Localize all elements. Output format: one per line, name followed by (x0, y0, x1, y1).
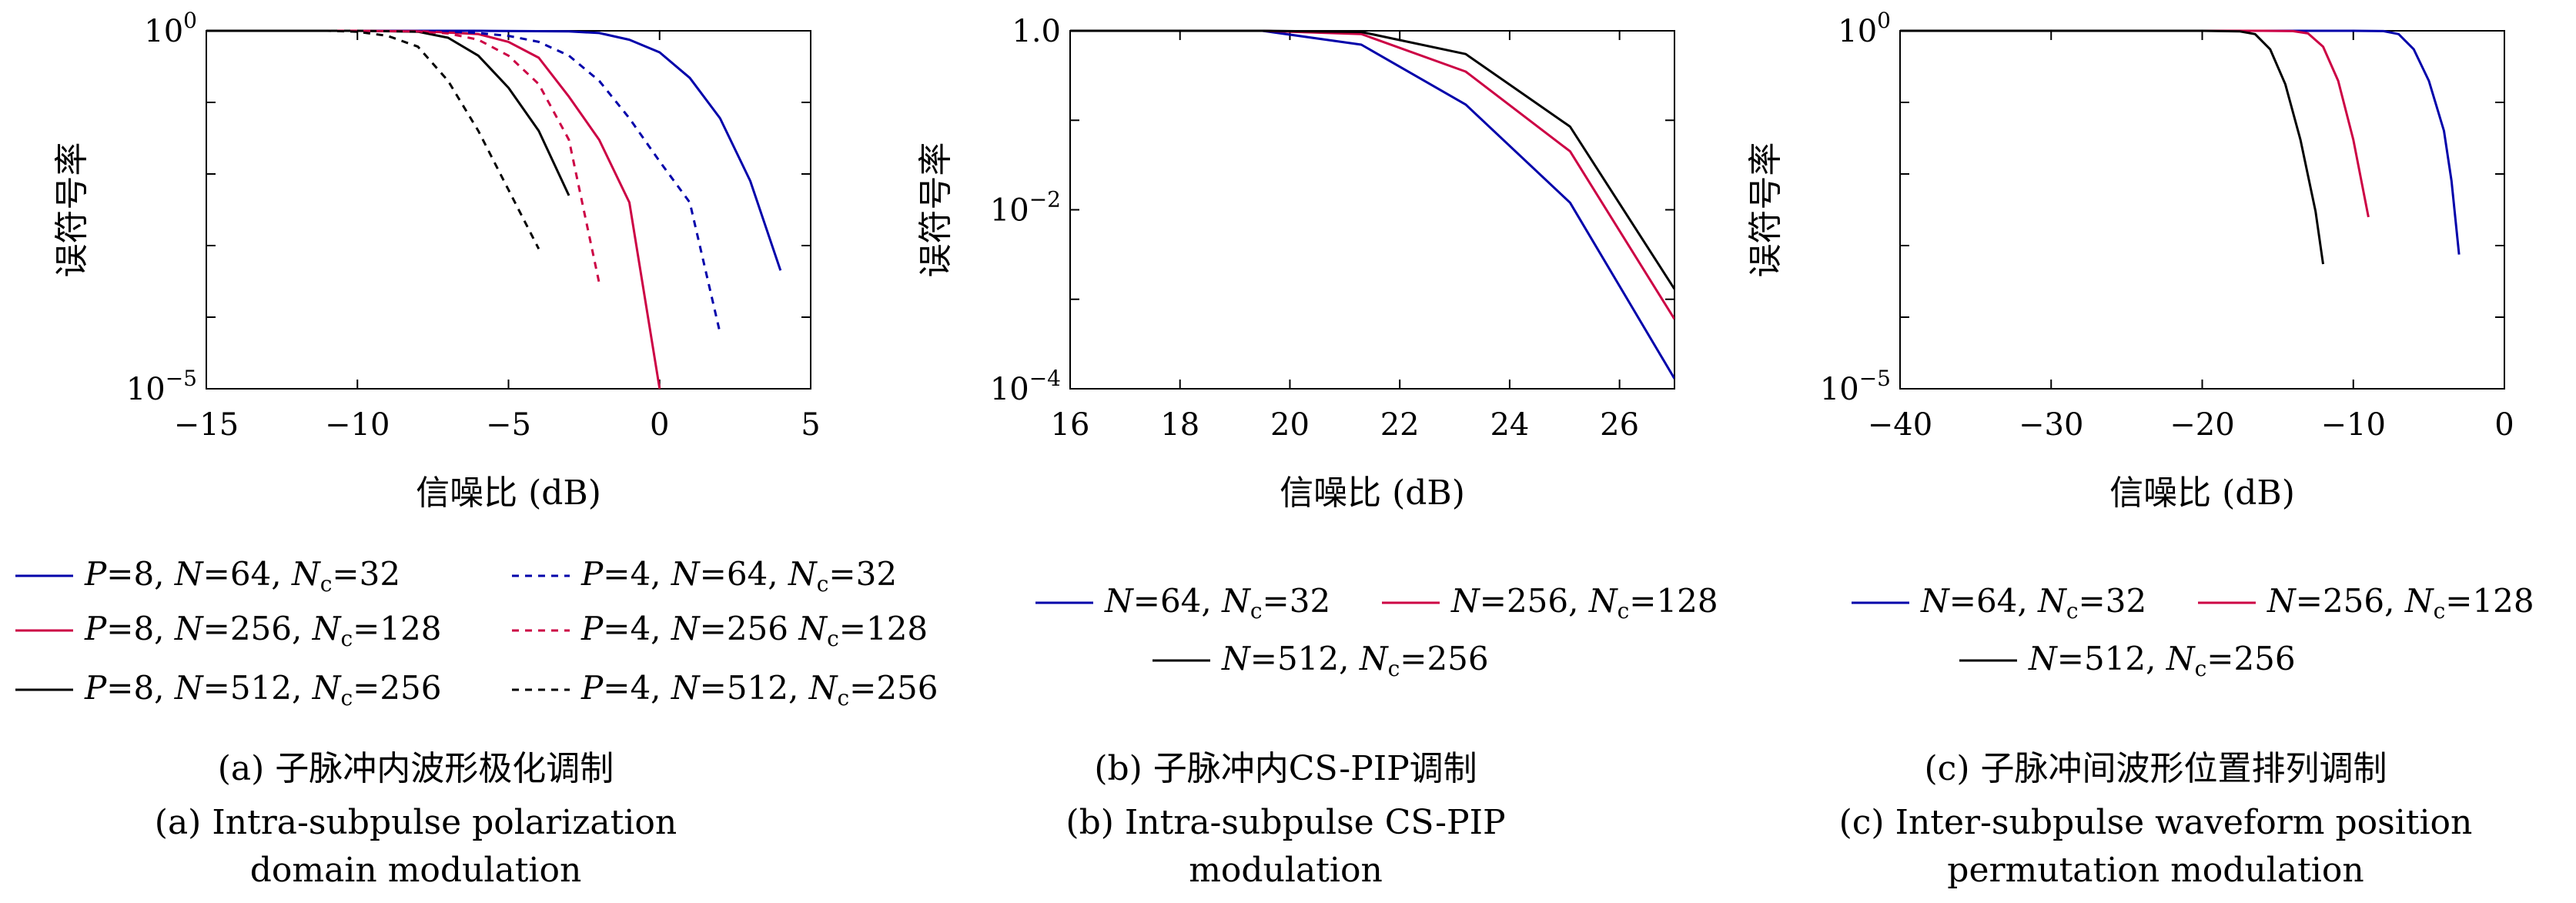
legend-label: P=4, N=256 Nc=128 (580, 610, 928, 651)
legend-label: N=256, Nc=128 (1450, 582, 1718, 624)
x-tick-label: −10 (2321, 407, 2386, 443)
legend-label: N=256, Nc=128 (2267, 582, 2534, 624)
x-tick-label: −30 (2019, 407, 2083, 443)
caption-en-line: (b) Intra-subpulse CS-PIP (1066, 803, 1505, 842)
legend-label: N=512, Nc=256 (2028, 640, 2296, 681)
x-tick-label: 16 (1051, 407, 1090, 443)
series-line-5 (206, 29, 601, 283)
plot-frame (206, 30, 811, 390)
y-axis-label: 误符号率 (916, 142, 955, 278)
legend-label: P=8, N=512, Nc=256 (84, 669, 442, 711)
chart-c: −40 −30 −20 −10 0 100 10−5 信噪比 (dB) 误符号率 N=64, Nc… (1746, 8, 2534, 890)
caption-cn: (c) 子脉冲间波形位置排列调制 (1925, 749, 2387, 788)
x-tick-label: 5 (801, 407, 820, 443)
caption-en-line: modulation (1189, 851, 1383, 890)
legend-label: P=4, N=64, Nc=32 (580, 555, 897, 597)
caption-cn: (b) 子脉冲内CS-PIP调制 (1094, 749, 1477, 788)
x-tick-label: −10 (325, 407, 390, 443)
legend-label: N=64, Nc=32 (1920, 582, 2146, 624)
caption-cn: (a) 子脉冲内波形极化调制 (218, 749, 614, 788)
x-axis-label: 信噪比 (dB) (1280, 473, 1465, 513)
legend-label: P=4, N=512, Nc=256 (580, 669, 938, 711)
x-axis-label: 信噪比 (dB) (2109, 473, 2295, 513)
x-tick-label: 24 (1490, 407, 1529, 443)
series-line-2 (206, 29, 661, 390)
series-line-3 (1900, 29, 2324, 265)
legend-label: P=8, N=256, Nc=128 (84, 610, 442, 651)
series-line-1 (206, 29, 782, 271)
y-tick-label: 10−5 (1820, 366, 1891, 407)
chart-b: 16 18 20 22 24 26 1.0 10−2 10−4 信噪比 (dB) 误符号率 N=64,… (916, 14, 1718, 890)
x-tick-label: −20 (2170, 407, 2234, 443)
x-tick-label: 26 (1600, 407, 1639, 443)
x-tick-label: 18 (1160, 407, 1199, 443)
x-tick-label: −5 (486, 407, 531, 443)
plot-frame (1899, 30, 2505, 390)
y-tick-label: 100 (144, 8, 197, 49)
caption-en-line: domain modulation (250, 851, 582, 890)
y-axis-label: 误符号率 (1746, 142, 1785, 278)
x-tick-label: −15 (174, 407, 239, 443)
y-axis-label: 误符号率 (52, 142, 92, 278)
x-axis-label: 信噪比 (dB) (416, 473, 601, 513)
x-tick-label: 22 (1380, 407, 1420, 443)
series-line-3 (206, 29, 570, 196)
series-line-6 (206, 29, 540, 249)
series-line-3 (1070, 29, 1674, 290)
legend-label: N=64, Nc=32 (1104, 582, 1330, 624)
caption-en-line: permutation modulation (1947, 851, 2364, 890)
chart-a: −15 −10 −5 0 5 100 10−5 信噪比 (dB) 误符号率 P=8, N=64, … (15, 8, 938, 890)
y-tick-label: 10−5 (126, 366, 197, 407)
series-line-1 (1070, 29, 1674, 380)
caption-en-line: (a) Intra-subpulse polarization (155, 803, 677, 842)
legend-label: N=512, Nc=256 (1221, 640, 1489, 681)
y-tick-label: 10−2 (990, 187, 1061, 229)
y-tick-label: 1.0 (1012, 14, 1061, 49)
series-line-2 (1900, 29, 2370, 218)
y-tick-label: 10−4 (990, 366, 1061, 407)
x-tick-label: 0 (650, 407, 669, 443)
plot-frame (1069, 30, 1675, 390)
legend-label: P=8, N=64, Nc=32 (84, 555, 400, 597)
x-tick-label: 20 (1270, 407, 1310, 443)
x-tick-label: −40 (1868, 407, 1932, 443)
x-tick-label: 0 (2494, 407, 2514, 443)
series-line-2 (1070, 29, 1674, 320)
y-tick-label: 100 (1838, 8, 1891, 49)
series-line-1 (1900, 29, 2461, 255)
caption-en-line: (c) Inter-subpulse waveform position (1839, 803, 2473, 842)
